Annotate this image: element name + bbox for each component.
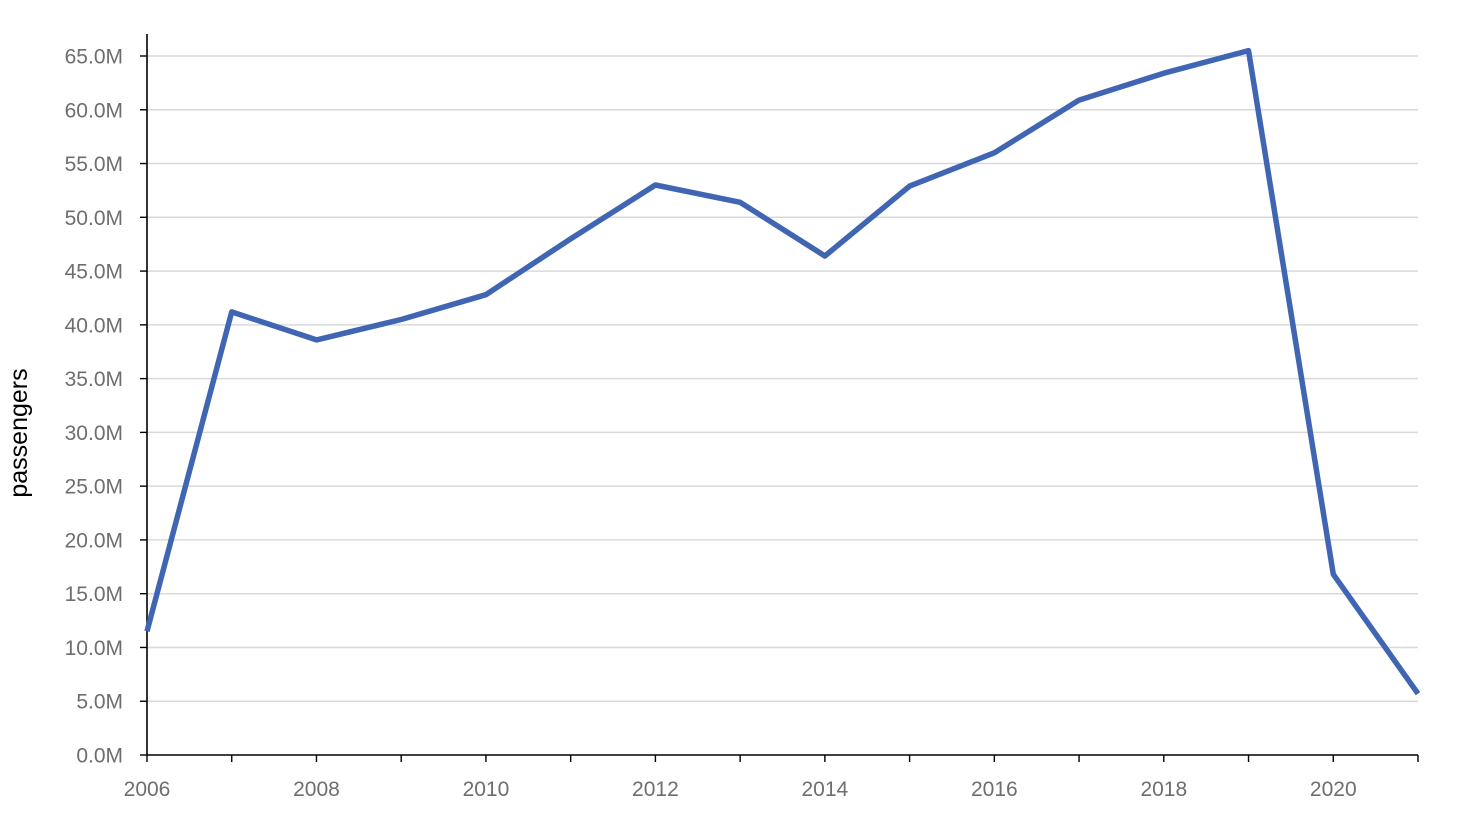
axes bbox=[140, 34, 1419, 762]
y-tick-label-12: 60.0M bbox=[65, 99, 123, 122]
y-axis-title: passengers bbox=[5, 368, 33, 497]
y-tick-label-8: 40.0M bbox=[65, 314, 123, 337]
y-tick-label-10: 50.0M bbox=[65, 207, 123, 230]
y-tick-label-4: 20.0M bbox=[65, 529, 123, 552]
y-tick-label-2: 10.0M bbox=[65, 637, 123, 660]
y-tick-label-3: 15.0M bbox=[65, 583, 123, 606]
series-line-0 bbox=[144, 47, 1421, 696]
x-tick-label-6: 2012 bbox=[632, 778, 679, 801]
y-tick-label-9: 45.0M bbox=[65, 261, 123, 284]
y-tick-label-0: 0.0M bbox=[76, 745, 123, 768]
x-tick-label-8: 2014 bbox=[802, 778, 849, 801]
tick-labels: 0.0M 5.0M 10.0M 15.0M 20.0M 25.0M 30.0M 35.0M 40… bbox=[65, 46, 1357, 802]
y-tick-label-6: 30.0M bbox=[65, 422, 123, 445]
x-tick-label-10: 2016 bbox=[971, 778, 1018, 801]
y-tick-label-11: 55.0M bbox=[65, 153, 123, 176]
series-layer bbox=[144, 47, 1421, 696]
y-tick-label-7: 35.0M bbox=[65, 368, 123, 391]
x-tick-label-12: 2018 bbox=[1140, 778, 1187, 801]
x-tick-label-4: 2010 bbox=[463, 778, 510, 801]
gridlines bbox=[147, 55, 1418, 702]
x-tick-label-2: 2008 bbox=[293, 778, 340, 801]
y-tick-label-1: 5.0M bbox=[76, 691, 123, 714]
y-tick-label-13: 65.0M bbox=[65, 46, 123, 69]
y-tick-label-5: 25.0M bbox=[65, 476, 123, 499]
x-tick-label-14: 2020 bbox=[1310, 778, 1357, 801]
x-tick-label-0: 2006 bbox=[124, 778, 171, 801]
